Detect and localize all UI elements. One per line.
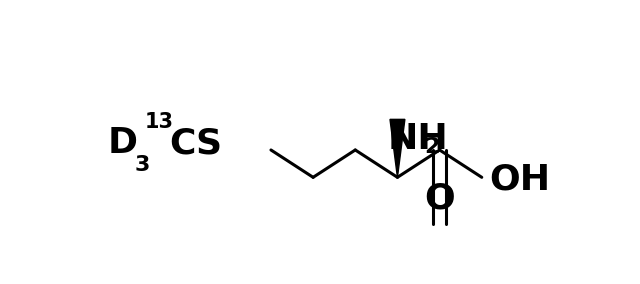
Text: CS: CS [169, 126, 223, 160]
Text: O: O [424, 181, 455, 216]
Text: 3: 3 [134, 155, 150, 175]
Text: D: D [108, 126, 138, 160]
Text: 13: 13 [145, 112, 173, 131]
Text: 2: 2 [425, 137, 440, 157]
Polygon shape [390, 119, 405, 177]
Text: OH: OH [489, 162, 550, 197]
Text: NH: NH [388, 122, 448, 156]
